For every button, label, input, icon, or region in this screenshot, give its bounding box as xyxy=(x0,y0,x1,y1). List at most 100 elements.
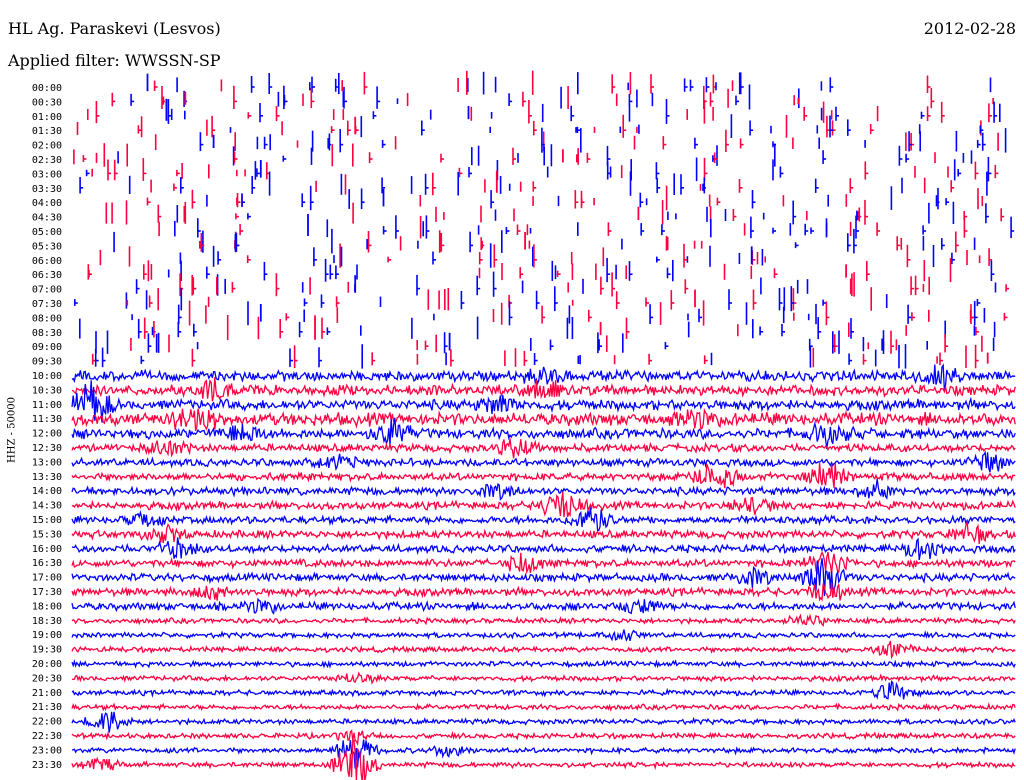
trace-line xyxy=(71,583,1016,602)
time-label-0100: 01:00 xyxy=(32,112,62,123)
trace-line xyxy=(71,680,1016,700)
trace-0330 xyxy=(79,170,988,196)
trace-line xyxy=(71,613,1016,627)
time-label-2030: 20:30 xyxy=(32,673,62,684)
trace-0800 xyxy=(131,300,1008,326)
trace-1700 xyxy=(71,558,1016,597)
trace-1930 xyxy=(71,640,1016,660)
time-label-0530: 05:30 xyxy=(32,241,62,252)
time-label-1600: 16:00 xyxy=(32,544,62,555)
trace-0300 xyxy=(85,157,999,182)
time-label-2200: 22:00 xyxy=(32,717,62,728)
trace-1330 xyxy=(71,462,1016,489)
trace-0100 xyxy=(87,98,1001,124)
time-label-0000: 00:00 xyxy=(32,83,62,94)
trace-0630 xyxy=(87,258,995,283)
trace-line xyxy=(71,380,1016,423)
trace-1000 xyxy=(71,363,1016,392)
time-label-0200: 02:00 xyxy=(32,141,62,152)
time-label-0800: 08:00 xyxy=(32,313,62,324)
trace-2230 xyxy=(71,729,1016,747)
trace-1530 xyxy=(71,519,1016,545)
trace-2100 xyxy=(71,680,1016,700)
time-label-0630: 06:30 xyxy=(32,270,62,281)
filter-label: Applied filter: WWSSN-SP xyxy=(8,51,221,70)
trace-2330 xyxy=(71,739,1016,780)
trace-1900 xyxy=(71,629,1016,642)
trace-1100 xyxy=(71,380,1016,423)
time-label-2130: 21:30 xyxy=(32,702,62,713)
trace-0530 xyxy=(113,228,976,254)
trace-1630 xyxy=(71,551,1016,575)
trace-1230 xyxy=(71,438,1016,459)
time-label-1500: 15:00 xyxy=(32,515,62,526)
trace-2200 xyxy=(71,711,1016,733)
trace-line xyxy=(71,702,1016,712)
trace-0900 xyxy=(95,330,995,354)
trace-0030 xyxy=(111,84,994,110)
trace-line xyxy=(71,491,1016,518)
time-label-1900: 19:00 xyxy=(32,630,62,641)
time-label-1930: 19:30 xyxy=(32,645,62,656)
trace-1430 xyxy=(71,491,1016,518)
time-label-0900: 09:00 xyxy=(32,342,62,353)
trace-2130 xyxy=(71,702,1016,712)
trace-line xyxy=(71,417,1016,449)
time-label-1230: 12:30 xyxy=(32,443,62,454)
time-label-1100: 11:00 xyxy=(32,400,62,411)
trace-1200 xyxy=(71,417,1016,449)
trace-1400 xyxy=(71,479,1016,501)
trace-0500 xyxy=(158,214,1015,239)
trace-line xyxy=(71,479,1016,501)
trace-line xyxy=(71,640,1016,660)
trace-0200 xyxy=(154,127,1007,153)
trace-line xyxy=(71,739,1016,780)
trace-line xyxy=(71,659,1016,669)
time-label-1030: 10:30 xyxy=(32,385,62,396)
time-label-1330: 13:30 xyxy=(32,472,62,483)
trace-line xyxy=(71,377,1016,402)
time-label-0930: 09:30 xyxy=(32,357,62,368)
trace-0930 xyxy=(91,344,989,369)
time-label-1700: 17:00 xyxy=(32,573,62,584)
time-label-1200: 12:00 xyxy=(32,429,62,440)
trace-line xyxy=(71,597,1016,615)
trace-1600 xyxy=(71,537,1016,561)
time-label-1400: 14:00 xyxy=(32,486,62,497)
trace-0600 xyxy=(99,243,993,268)
trace-line xyxy=(71,507,1016,531)
trace-1030 xyxy=(71,377,1016,402)
trace-0430 xyxy=(105,199,1005,225)
trace-1500 xyxy=(71,507,1016,531)
time-label-1730: 17:30 xyxy=(32,587,62,598)
time-label-0130: 01:30 xyxy=(32,126,62,137)
trace-line xyxy=(71,407,1016,432)
trace-0130 xyxy=(76,114,984,138)
time-label-0500: 05:00 xyxy=(32,227,62,238)
time-label-0730: 07:30 xyxy=(32,299,62,310)
trace-line xyxy=(71,711,1016,733)
time-label-2100: 21:00 xyxy=(32,688,62,699)
time-label-0430: 04:30 xyxy=(32,213,62,224)
trace-2300 xyxy=(71,739,1016,769)
time-label-1300: 13:00 xyxy=(32,457,62,468)
time-label-1630: 16:30 xyxy=(32,558,62,569)
trace-1830 xyxy=(71,613,1016,627)
trace-0400 xyxy=(146,185,984,211)
trace-line xyxy=(71,558,1016,597)
time-label-0400: 04:00 xyxy=(32,198,62,209)
trace-line xyxy=(71,671,1016,685)
time-label-1430: 14:30 xyxy=(32,501,62,512)
trace-0230 xyxy=(73,143,973,167)
time-label-0230: 02:30 xyxy=(32,155,62,166)
station-title: HL Ag. Paraskevi (Lesvos) xyxy=(8,19,221,38)
trace-line xyxy=(71,739,1016,769)
trace-1300 xyxy=(71,450,1016,473)
time-label-2230: 22:30 xyxy=(32,731,62,742)
trace-1800 xyxy=(71,597,1016,615)
trace-1130 xyxy=(71,407,1016,432)
trace-line xyxy=(71,729,1016,747)
trace-2030 xyxy=(71,671,1016,685)
trace-line xyxy=(71,551,1016,575)
